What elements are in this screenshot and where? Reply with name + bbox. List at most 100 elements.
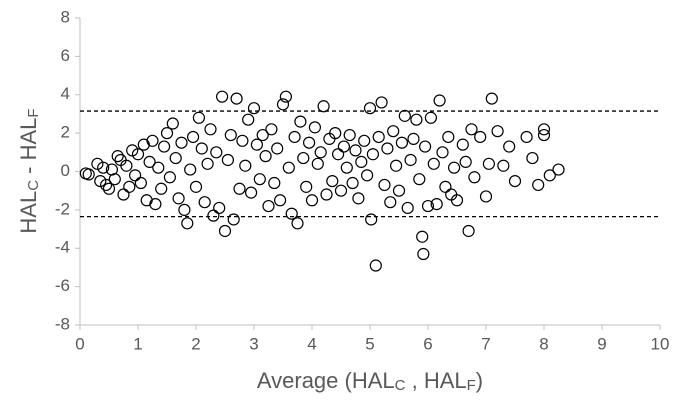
point: [326, 174, 339, 188]
point: [184, 163, 197, 176]
label-part: Average (HAL: [257, 368, 395, 393]
point: [395, 136, 408, 149]
y-tick-label: 8: [61, 7, 70, 26]
x-tick-label: 8: [539, 334, 548, 353]
point: [82, 168, 95, 181]
point: [192, 111, 205, 124]
point: [97, 161, 110, 174]
point: [131, 148, 145, 161]
point: [242, 113, 255, 126]
point: [424, 111, 437, 124]
point: [117, 188, 130, 201]
point: [508, 174, 522, 188]
label-part: HAL: [16, 191, 41, 234]
point: [198, 196, 211, 209]
point: [152, 161, 165, 174]
point: [503, 140, 516, 153]
point: [430, 198, 443, 211]
point: [398, 109, 411, 122]
point: [250, 138, 263, 151]
point: [172, 192, 185, 205]
y-tick-label: -8: [55, 314, 70, 333]
point: [123, 180, 136, 193]
point: [265, 123, 278, 136]
point: [349, 144, 362, 157]
point: [204, 123, 217, 136]
subscript: C: [395, 377, 406, 394]
point: [143, 155, 156, 169]
point: [320, 188, 333, 201]
point: [474, 130, 487, 144]
point: [311, 157, 324, 170]
point: [236, 134, 249, 147]
point: [216, 90, 229, 103]
point: [285, 207, 298, 220]
point: [465, 123, 478, 136]
point: [207, 209, 220, 222]
x-tick-label: 2: [191, 334, 200, 353]
point: [404, 153, 417, 167]
x-axis-title: Average (HALC , HALF): [257, 368, 483, 395]
point: [305, 194, 319, 207]
point: [381, 142, 394, 155]
point: [355, 155, 368, 169]
x-tick-label: 5: [365, 334, 374, 353]
x-tick-label: 6: [423, 334, 432, 353]
point: [459, 155, 472, 169]
x-tick-label: 1: [133, 334, 142, 353]
point: [155, 182, 168, 195]
point: [178, 203, 191, 216]
point: [230, 92, 243, 105]
point: [137, 138, 150, 151]
label-part: - HAL: [16, 118, 41, 180]
point: [317, 100, 330, 113]
point: [111, 150, 124, 163]
point: [294, 115, 307, 128]
point: [532, 178, 545, 192]
point: [308, 121, 321, 134]
point: [224, 128, 237, 142]
point: [201, 157, 214, 170]
point: [552, 163, 565, 176]
point: [288, 130, 301, 144]
point: [526, 151, 539, 165]
point: [210, 146, 223, 159]
x-tick-label: 10: [651, 334, 670, 353]
point: [346, 176, 359, 190]
point: [520, 130, 533, 144]
x-tick-label: 7: [481, 334, 490, 353]
point: [537, 128, 551, 142]
point: [417, 247, 430, 261]
point: [195, 142, 208, 155]
point: [369, 259, 382, 272]
point: [253, 173, 266, 186]
point: [468, 171, 481, 184]
point: [343, 128, 356, 142]
point: [291, 217, 304, 230]
x-tick-label: 3: [249, 334, 258, 353]
point: [427, 157, 440, 170]
point: [134, 176, 147, 190]
point: [140, 194, 153, 207]
point: [419, 140, 432, 153]
point: [213, 201, 226, 215]
y-tick-label: -6: [55, 276, 70, 295]
point: [334, 184, 348, 197]
point: [365, 213, 378, 226]
point: [282, 161, 295, 174]
point: [166, 117, 179, 130]
point: [479, 190, 493, 203]
point: [387, 125, 400, 138]
point: [218, 224, 232, 238]
point: [276, 98, 290, 111]
point: [366, 148, 379, 161]
point: [384, 196, 397, 209]
point: [158, 140, 171, 153]
point: [375, 96, 388, 109]
point: [358, 134, 371, 147]
point: [256, 128, 269, 142]
y-axis-title: HALC - HALF: [16, 108, 43, 233]
point: [146, 134, 159, 147]
label-part: ): [476, 368, 483, 393]
point: [378, 178, 391, 192]
